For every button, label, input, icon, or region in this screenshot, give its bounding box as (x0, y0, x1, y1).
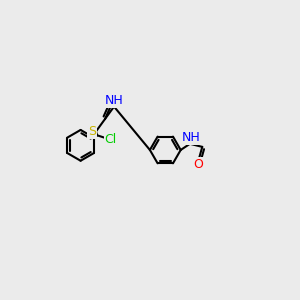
Text: O: O (194, 158, 203, 171)
Text: NH: NH (105, 94, 123, 107)
Text: O: O (106, 95, 116, 108)
Text: Cl: Cl (104, 133, 116, 146)
Text: S: S (88, 125, 96, 138)
Text: NH: NH (182, 131, 201, 144)
